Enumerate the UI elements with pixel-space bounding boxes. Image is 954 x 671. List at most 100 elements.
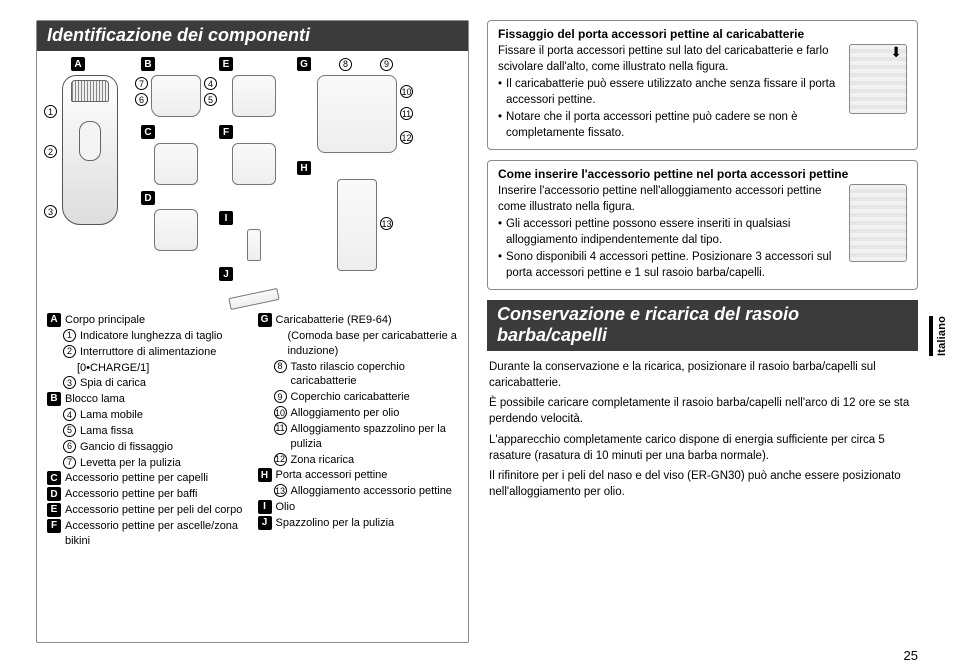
label-I: I [219,211,233,225]
label-F: F [219,125,233,139]
part-holder [337,179,377,271]
legend-line: 12Zona ricarica [258,453,459,468]
legend-text: Blocco lama [65,392,248,407]
bullet-text: Sono disponibili 4 accessori pettine. Po… [506,250,841,281]
label-G: G [297,57,311,71]
callout-11: 11 [400,107,413,120]
callout-7: 7 [135,77,148,90]
callout-2: 2 [44,145,57,158]
callout-12: 12 [400,131,413,144]
legend-text: Spazzolino per la pulizia [276,516,459,531]
box1-text: Fissare il porta accessori pettine sul l… [498,44,841,141]
legend-num: 6 [63,440,76,453]
part-charger [317,75,397,153]
part-trimmer [62,75,118,225]
legend-text: Tasto rilascio coperchio caricabatterie [291,360,459,390]
part-comb-c [154,143,198,185]
label-A: A [71,57,85,71]
bullet-item: Il caricabatterie può essere utilizzato … [498,77,841,108]
legend-line: D Accessorio pettine per baffi [47,487,248,502]
legend-letter: F [47,519,61,533]
box1-intro: Fissare il porta accessori pettine sul l… [498,44,841,75]
legend-num: 8 [274,360,287,373]
body-paragraph: L'apparecchio completamente carico dispo… [489,432,916,464]
legend-line: BBlocco lama [47,392,248,407]
body-paragraph: Durante la conservazione e la ricarica, … [489,359,916,391]
legend-text: Alloggiamento accessorio pettine [291,484,459,499]
part-brush [228,288,279,310]
legend-text: Spia di carica [80,376,248,391]
section-storage-charging: Conservazione e ricarica del rasoio barb… [487,300,918,504]
body-paragraph: È possibile caricare completamente il ra… [489,395,916,427]
legend-line: [0•CHARGE/1] [47,361,248,376]
legend-num: 13 [274,484,287,497]
legend-num: 1 [63,329,76,342]
legend-line: 5Lama fissa [47,424,248,439]
legend-text: Caricabatterie (RE9-64) [276,313,459,328]
bullet-text: Notare che il porta accessori pettine pu… [506,110,841,141]
legend-line: JSpazzolino per la pulizia [258,516,459,531]
box2-title: Come inserire l'accessorio pettine nel p… [498,167,907,181]
callout-13: 13 [380,217,393,230]
legend-letter: H [258,468,272,482]
legend-text: Coperchio caricabatterie [291,390,459,405]
legend-num: 2 [63,345,76,358]
legend-area: ACorpo principale1Indicatore lunghezza d… [37,309,468,560]
legend-line: 11Alloggiamento spazzolino per la pulizi… [258,422,459,452]
legend-col-left: ACorpo principale1Indicatore lunghezza d… [47,313,248,550]
legend-line: 4Lama mobile [47,408,248,423]
callout-1: 1 [44,105,57,118]
legend-letter: D [47,487,61,501]
right-column: Fissaggio del porta accessori pettine al… [487,20,918,643]
legend-line: 3Spia di carica [47,376,248,391]
bullet-item: Notare che il porta accessori pettine pu… [498,110,841,141]
legend-text: Accessorio pettine per peli del corpo [65,503,248,518]
box-attach-holder: Fissaggio del porta accessori pettine al… [487,20,918,150]
legend-line: 7Levetta per la pulizia [47,456,248,471]
legend-line: IOlio [258,500,459,515]
label-D: D [141,191,155,205]
legend-letter: G [258,313,272,327]
legend-line: G Caricabatterie (RE9-64) [258,313,459,328]
label-C: C [141,125,155,139]
legend-line: 6 Gancio di fissaggio [47,440,248,455]
box1-title: Fissaggio del porta accessori pettine al… [498,27,907,41]
box1-figure: ⬇ [849,44,907,114]
legend-text: Levetta per la pulizia [80,456,248,471]
legend-text: Alloggiamento per olio [291,406,459,421]
box-insert-comb: Come inserire l'accessorio pettine nel p… [487,160,918,290]
callout-5: 5 [204,93,217,106]
legend-num: 11 [274,422,287,435]
legend-text: Gancio di fissaggio [80,440,248,455]
legend-line: 10 Alloggiamento per olio [258,406,459,421]
legend-letter: C [47,471,61,485]
legend-line: 2 Interruttore di alimentazione [47,345,248,360]
section2-body: Durante la conservazione e la ricarica, … [487,357,918,500]
legend-text: Interruttore di alimentazione [80,345,248,360]
callout-10: 10 [400,85,413,98]
label-J: J [219,267,233,281]
legend-num: 12 [274,453,287,466]
legend-letter: A [47,313,61,327]
left-column: Identificazione dei componenti A 1 2 3 B [36,20,469,643]
legend-text: Accessorio pettine per ascelle/zona biki… [65,519,248,549]
page-number: 25 [904,648,918,663]
box2-intro: Inserire l'accessorio pettine nell'allog… [498,184,841,215]
legend-text: Corpo principale [65,313,248,328]
legend-line: EAccessorio pettine per peli del corpo [47,503,248,518]
bullet-text: Il caricabatterie può essere utilizzato … [506,77,841,108]
legend-text: (Comoda base per caricabatterie a induzi… [288,329,459,359]
callout-3: 3 [44,205,57,218]
legend-text: Lama mobile [80,408,248,423]
bullet-text: Gli accessori pettine possono essere ins… [506,217,841,248]
part-comb-e [232,75,276,117]
legend-text: Lama fissa [80,424,248,439]
legend-text: Accessorio pettine per baffi [65,487,248,502]
bullet-item: Sono disponibili 4 accessori pettine. Po… [498,250,841,281]
legend-letter: I [258,500,272,514]
legend-num: 10 [274,406,287,419]
legend-line: 9 Coperchio caricabatterie [258,390,459,405]
legend-line: A Corpo principale [47,313,248,328]
label-B: B [141,57,155,71]
legend-num: 9 [274,390,287,403]
